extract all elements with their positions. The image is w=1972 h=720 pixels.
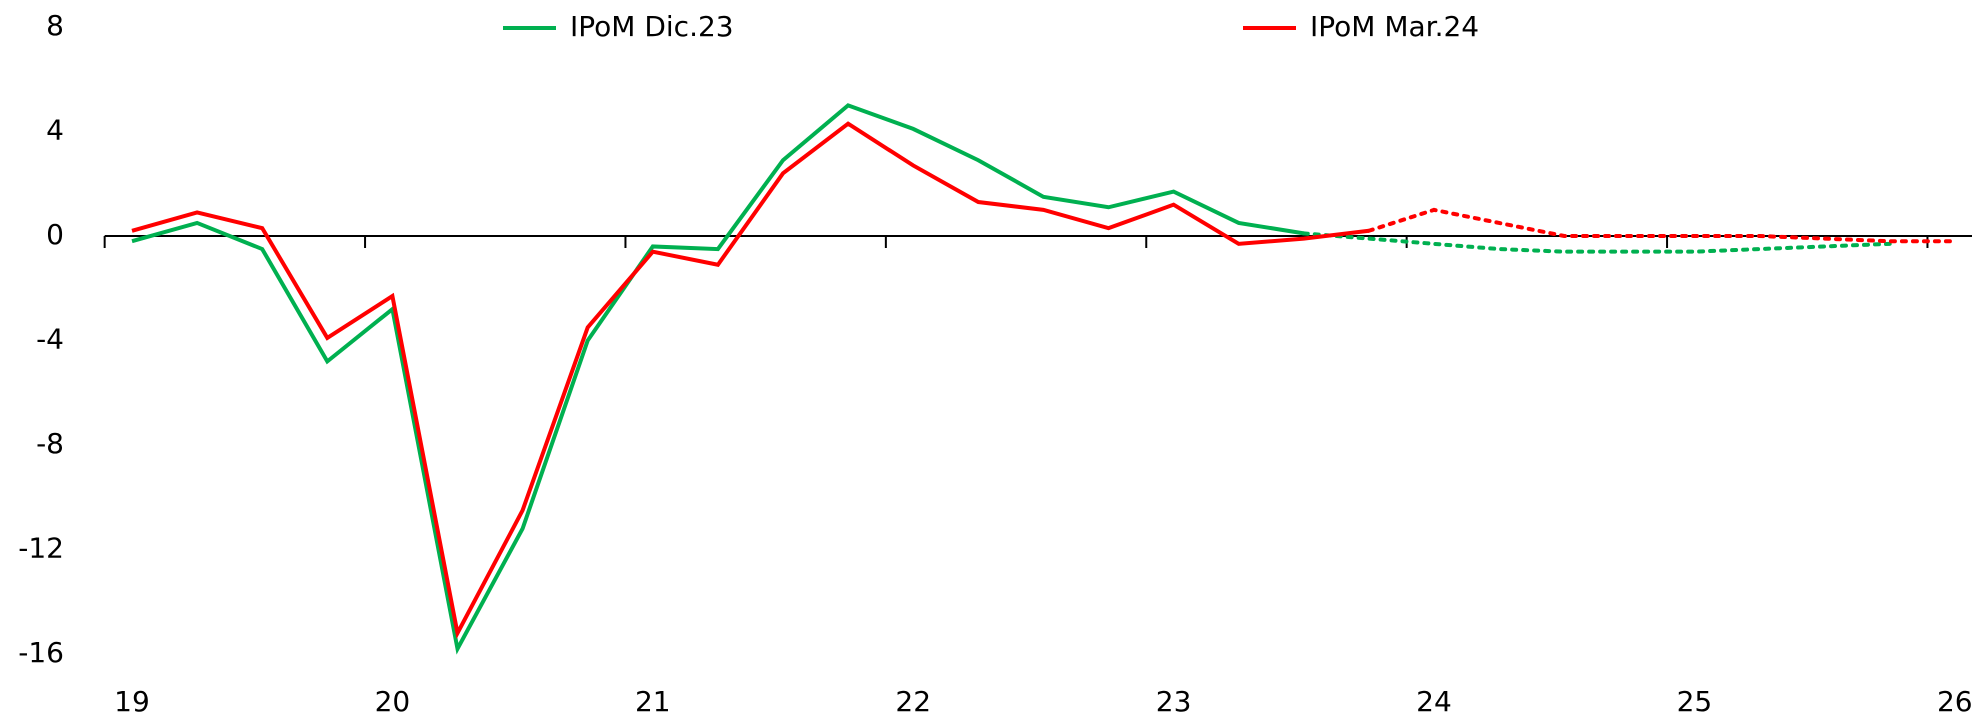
y-tick-label: -16 (18, 636, 64, 669)
forecast-line (1366, 207, 1957, 244)
x-tick-label: 24 (1416, 685, 1452, 718)
x-tick-label: 26 (1937, 685, 1972, 718)
y-tick-label: 0 (46, 218, 64, 251)
x-tick-label: 21 (635, 685, 671, 718)
y-tick-label: -4 (36, 323, 64, 356)
x-tick-label: 20 (375, 685, 411, 718)
legend-label: IPoM Mar.24 (1310, 10, 1479, 43)
data-line (131, 103, 1305, 655)
x-tick-label: 25 (1677, 685, 1713, 718)
y-tick-label: 8 (46, 9, 64, 42)
forecast-line (1301, 231, 1892, 254)
y-tick-label: -12 (18, 532, 64, 565)
y-tick-label: 4 (46, 114, 64, 147)
legend-label: IPoM Dic.23 (570, 10, 734, 43)
x-tick-label: 23 (1156, 685, 1192, 718)
y-tick-label: -8 (36, 427, 64, 460)
x-tick-label: 19 (114, 685, 150, 718)
data-line (131, 121, 1370, 640)
x-tick-label: 22 (895, 685, 931, 718)
